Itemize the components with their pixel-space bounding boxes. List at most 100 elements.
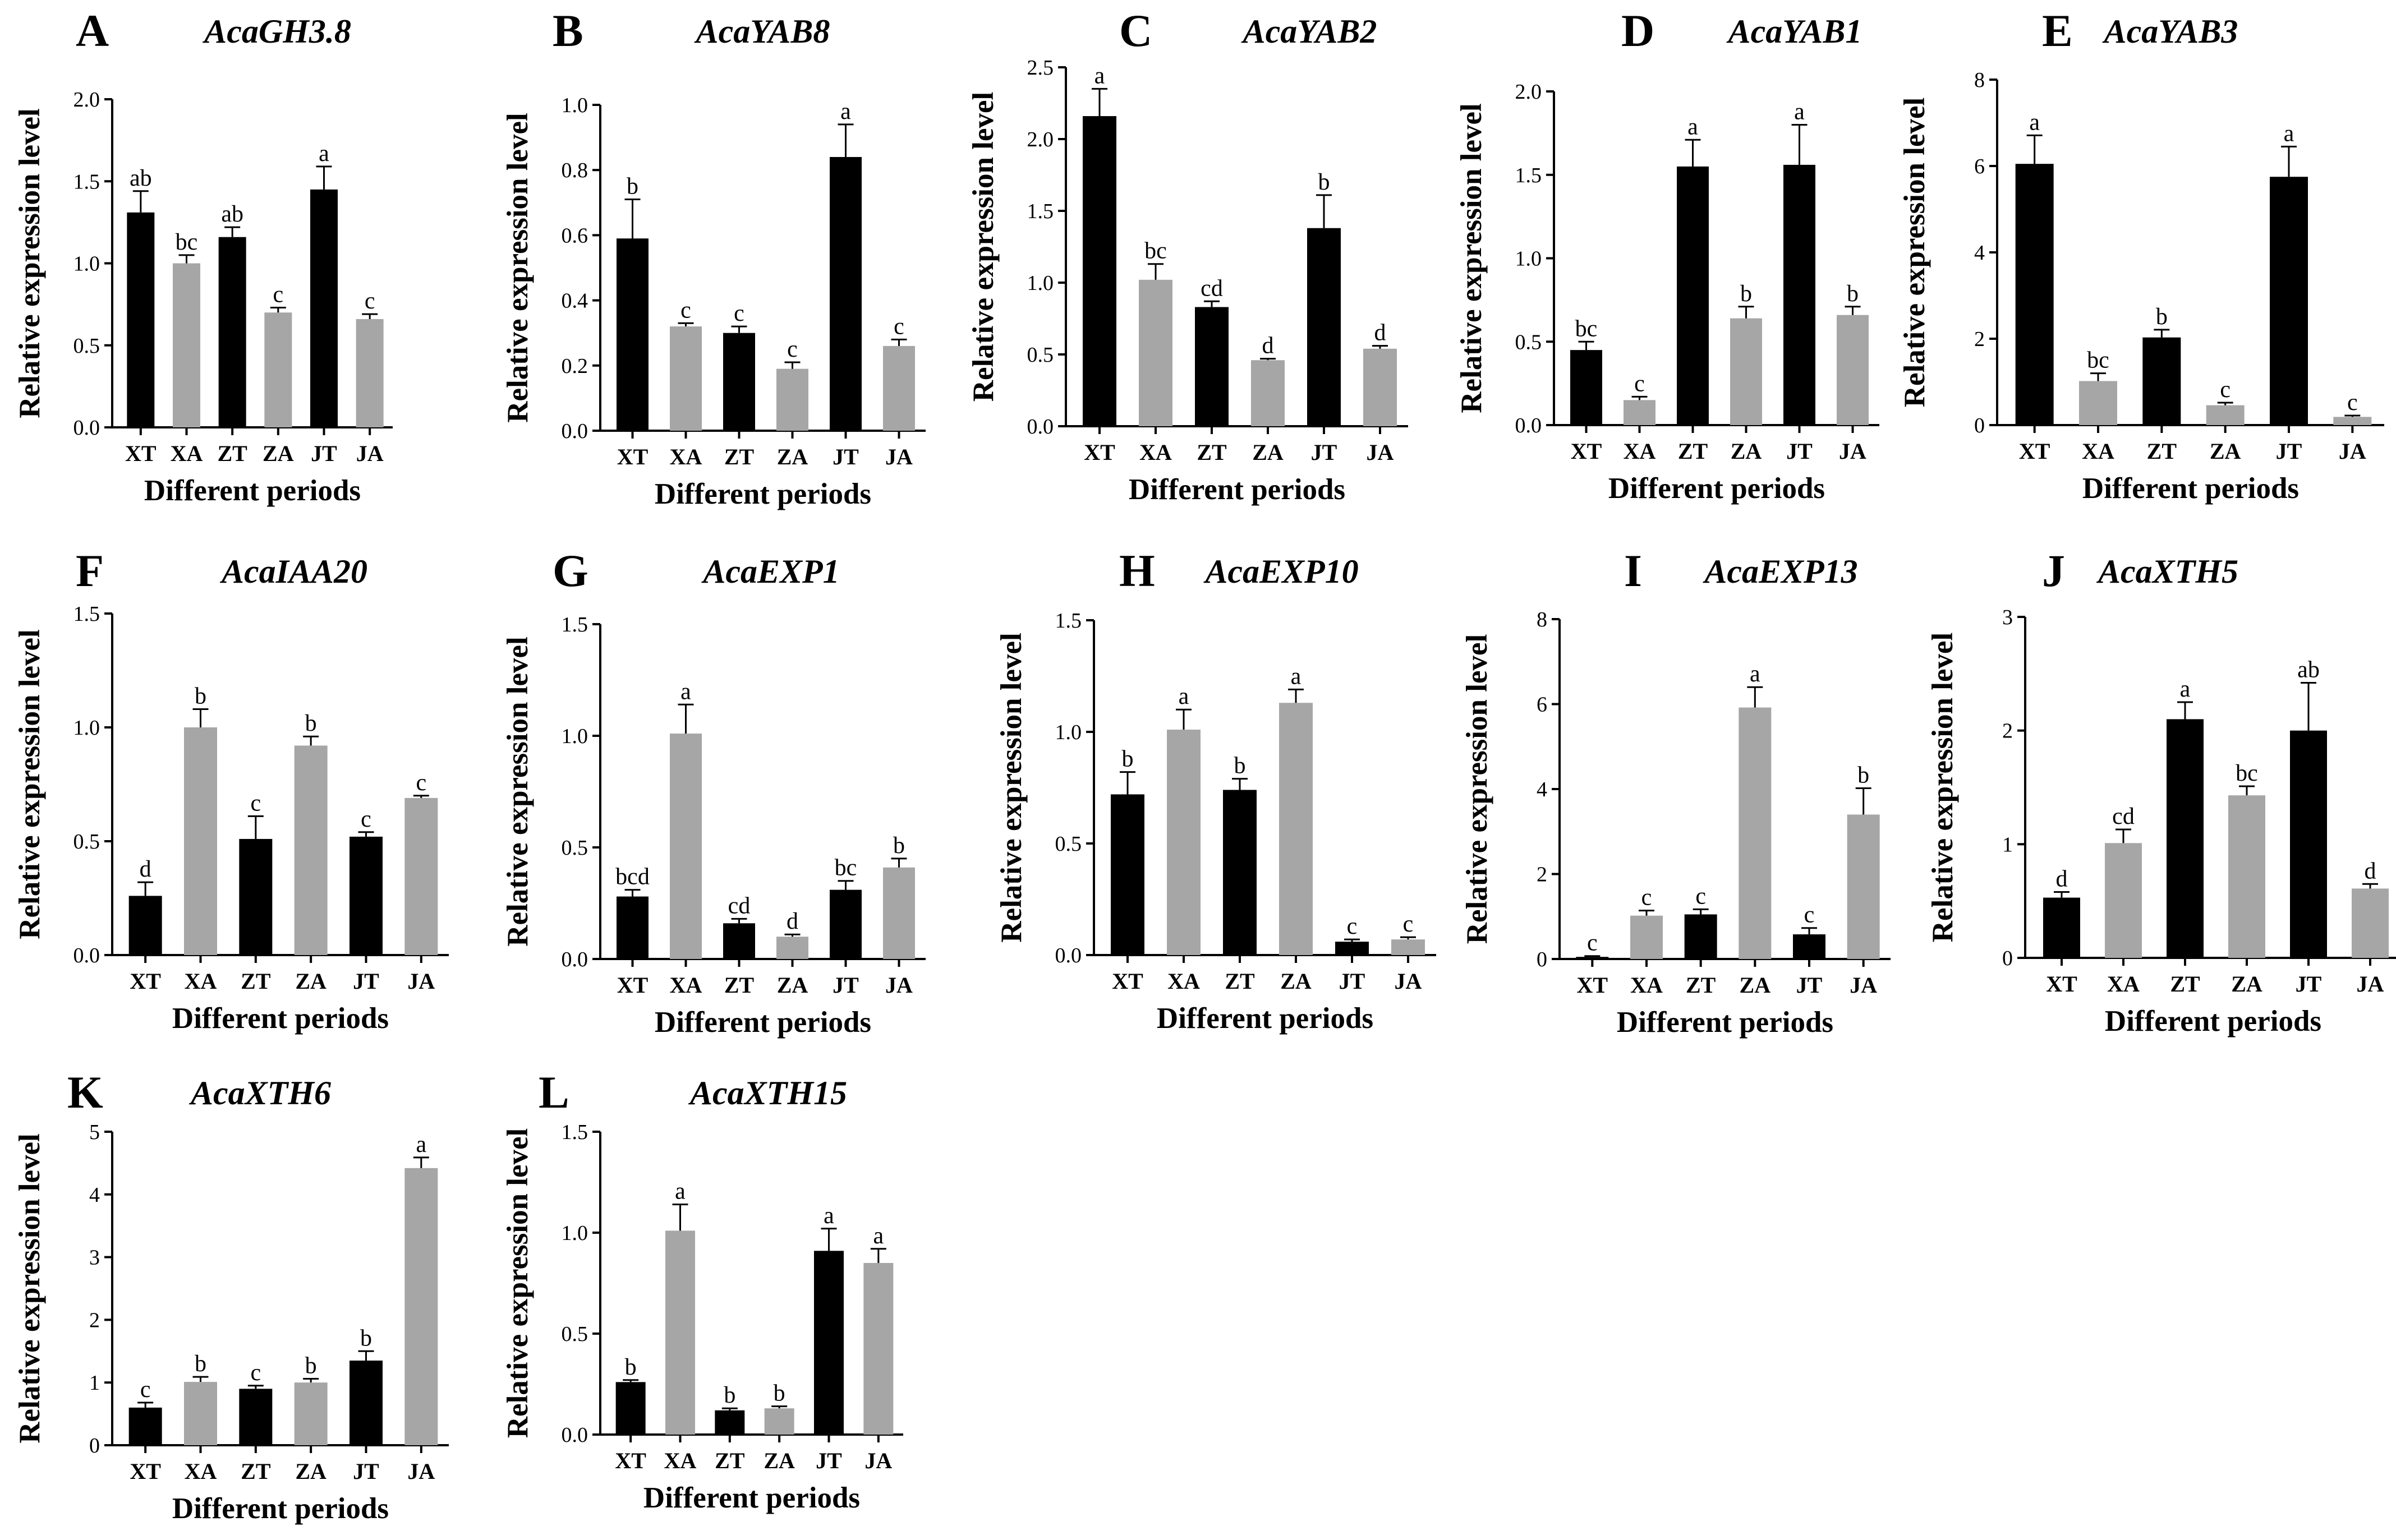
- y-tick-label: 1.5: [73, 602, 100, 626]
- significance-label: b: [1740, 281, 1752, 307]
- significance-label: d: [2056, 866, 2068, 892]
- x-tick-label: XA: [670, 972, 702, 998]
- bar-za: [1739, 707, 1772, 959]
- y-tick-label: 0.8: [562, 159, 588, 182]
- gene-title: AcaYAB2: [1241, 13, 1377, 50]
- panel-letter: L: [539, 1067, 569, 1118]
- bar-jt: [2290, 730, 2327, 958]
- x-tick-label: JA: [885, 444, 913, 469]
- y-tick-label: 0.0: [73, 944, 100, 967]
- significance-label: d: [787, 909, 798, 934]
- bar-za: [776, 937, 808, 959]
- x-tick-label: ZT: [1678, 439, 1708, 464]
- y-tick-label: 2.5: [1027, 56, 1054, 80]
- bar-xt: [1111, 794, 1144, 955]
- x-tick-label: XA: [664, 1448, 697, 1473]
- significance-label: b: [1234, 753, 1246, 779]
- x-tick-label: ZT: [1686, 972, 1716, 998]
- y-axis-title: Relative expression level: [502, 113, 534, 422]
- y-tick-label: 1.0: [1027, 271, 1054, 295]
- x-tick-label: JT: [1786, 439, 1813, 464]
- gene-title: AcaEXP13: [1702, 553, 1857, 590]
- x-tick-label: JA: [1367, 440, 1394, 465]
- bar-zt: [239, 838, 273, 955]
- significance-label: c: [1347, 914, 1358, 939]
- bar-xa: [670, 326, 702, 431]
- bar-za: [2228, 795, 2265, 958]
- significance-label: b: [1318, 169, 1330, 195]
- x-tick-label: JT: [2296, 971, 2322, 997]
- bar-jt: [830, 889, 862, 959]
- y-tick-label: 2: [2002, 720, 2013, 743]
- y-tick-label: 8: [1974, 68, 1985, 92]
- significance-label: d: [1374, 320, 1386, 346]
- x-tick-label: XA: [2107, 971, 2140, 997]
- significance-label: bc: [835, 855, 857, 881]
- bar-xa: [1624, 400, 1655, 425]
- bar-xt: [128, 1407, 162, 1445]
- significance-label: b: [627, 173, 638, 199]
- y-tick-label: 0: [1974, 414, 1985, 437]
- significance-label: bc: [176, 229, 198, 255]
- x-tick-label: JT: [311, 441, 337, 466]
- x-tick-label: JT: [353, 969, 379, 994]
- bar-ja: [863, 1263, 894, 1435]
- significance-label: cd: [2112, 804, 2135, 829]
- x-axis-title: Different periods: [1608, 472, 1825, 505]
- bar-jt: [1307, 228, 1341, 426]
- x-tick-label: XA: [1139, 440, 1172, 465]
- x-tick-label: XT: [130, 1459, 161, 1484]
- bar-za: [1279, 703, 1313, 955]
- gene-title: AcaEXP1: [701, 553, 839, 590]
- x-tick-label: JT: [833, 444, 859, 469]
- bar-za: [1730, 318, 1762, 425]
- y-tick-label: 0.2: [562, 354, 588, 378]
- y-axis-title: Relative expression level: [1455, 103, 1488, 413]
- x-tick-label: JA: [2357, 971, 2384, 997]
- y-tick-label: 0: [89, 1434, 100, 1458]
- bar-xa: [670, 734, 702, 959]
- bar-xt: [1576, 957, 1609, 959]
- x-tick-label: ZT: [724, 444, 755, 469]
- x-axis-title: Different periods: [2105, 1005, 2321, 1038]
- x-axis-title: Different periods: [655, 478, 871, 510]
- x-tick-label: XT: [615, 1448, 646, 1473]
- bar-zt: [1195, 307, 1229, 426]
- y-tick-label: 1.0: [562, 1221, 588, 1245]
- bar-ja: [1837, 315, 1869, 425]
- significance-label: a: [824, 1203, 834, 1229]
- bar-ja: [356, 319, 384, 427]
- bar-zt: [239, 1389, 273, 1445]
- panel-letter: D: [1621, 5, 1654, 56]
- significance-label: b: [360, 1325, 372, 1351]
- bar-za: [294, 1382, 328, 1445]
- x-tick-label: JA: [1839, 439, 1866, 464]
- y-axis-title: Relative expression level: [13, 108, 46, 418]
- y-axis-title: Relative expression level: [995, 633, 1028, 942]
- bar-ja: [1391, 939, 1425, 955]
- significance-label: c: [1587, 930, 1598, 956]
- significance-label: a: [1179, 684, 1189, 709]
- significance-label: b: [195, 1351, 206, 1377]
- y-tick-label: 1.0: [1055, 721, 1082, 744]
- panel-letter: I: [1624, 545, 1642, 596]
- panel-letter: H: [1119, 545, 1155, 596]
- significance-label: c: [273, 282, 284, 307]
- y-tick-label: 6: [1974, 155, 1985, 178]
- bar-zt: [723, 333, 755, 431]
- significance-label: b: [1847, 281, 1859, 307]
- significance-label: c: [787, 336, 798, 362]
- significance-label: bc: [1144, 238, 1167, 264]
- bar-xa: [2105, 843, 2142, 958]
- bar-za: [264, 312, 292, 427]
- x-tick-label: XA: [185, 1459, 217, 1484]
- x-tick-label: ZA: [263, 441, 294, 466]
- significance-label: a: [1794, 99, 1805, 125]
- gene-title: AcaXTH6: [188, 1075, 331, 1112]
- x-tick-label: XT: [617, 444, 649, 469]
- panel-J: J AcaXTH5 0 1 2 3 d XT cd XA a ZT bc ZA ab JT d JA Differe…: [1926, 545, 2396, 1038]
- x-axis-title: Different periods: [2082, 472, 2299, 505]
- gene-title: AcaGH3.8: [202, 13, 351, 50]
- panel-I: I AcaEXP13 0 2 4 6 8 c XT c XA c ZT a ZA c JT b JA Differen…: [1461, 545, 1891, 1039]
- significance-label: a: [873, 1223, 884, 1249]
